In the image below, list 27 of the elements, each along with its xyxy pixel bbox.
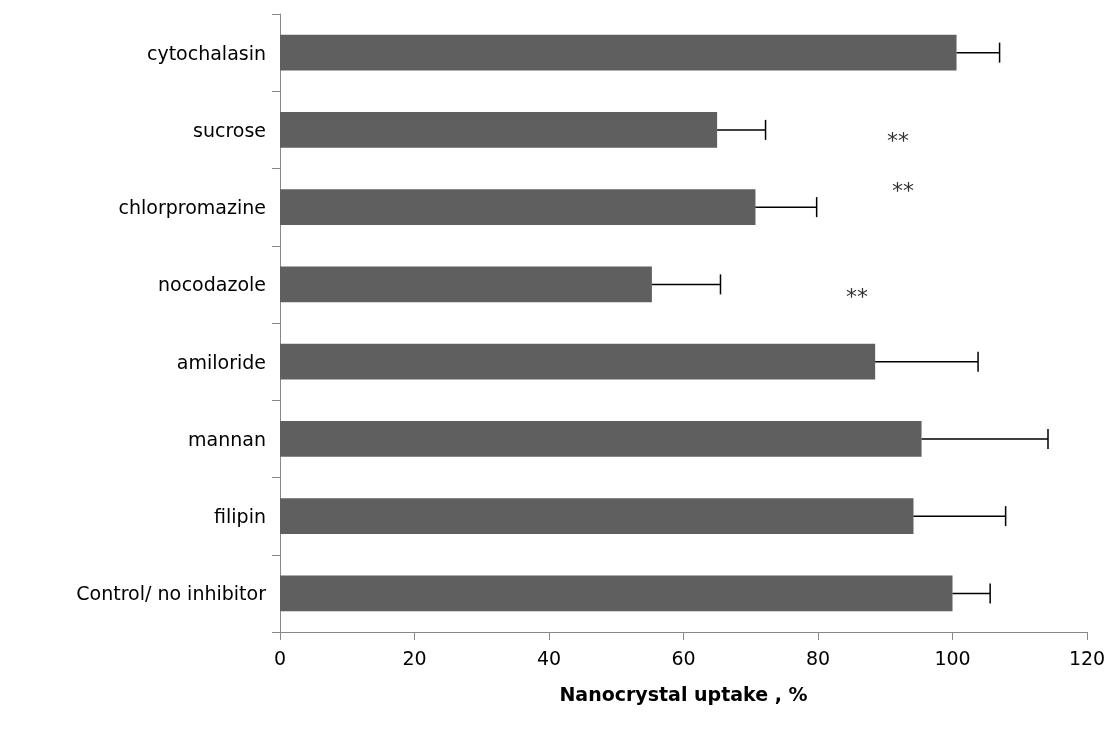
bar	[280, 343, 876, 380]
bar	[280, 421, 922, 457]
x-tick-label: 120	[1068, 646, 1106, 669]
bar	[280, 34, 957, 71]
y-tick-label: nocodazole	[157, 273, 266, 296]
x-tick-label: 0	[273, 646, 287, 669]
y-tick-label: cytochalasin	[146, 41, 266, 64]
y-tick-label: filipin	[214, 505, 266, 528]
x-tick-label: 60	[671, 646, 696, 669]
x-tick-label: 100	[934, 646, 971, 669]
y-tick-label: sucrose	[193, 118, 266, 141]
x-tick-label: 20	[402, 646, 427, 669]
bar	[280, 189, 756, 225]
x-axis-title: Nanocrystal uptake , %	[559, 682, 808, 705]
y-tick-label: mannan	[188, 427, 266, 450]
y-tick-label: chlorpromazine	[118, 196, 266, 219]
bar	[280, 266, 652, 303]
bar	[280, 112, 718, 148]
x-tick-label: 80	[805, 646, 831, 669]
bar	[280, 575, 953, 612]
y-tick-label: Control/ no inhibitor	[76, 582, 267, 605]
annotation: **	[892, 177, 914, 203]
bar	[280, 498, 914, 534]
x-tick-label: 40	[536, 646, 562, 669]
y-tick-label: amiloride	[176, 350, 266, 373]
annotation: **	[887, 127, 909, 153]
annotation: **	[846, 283, 868, 309]
